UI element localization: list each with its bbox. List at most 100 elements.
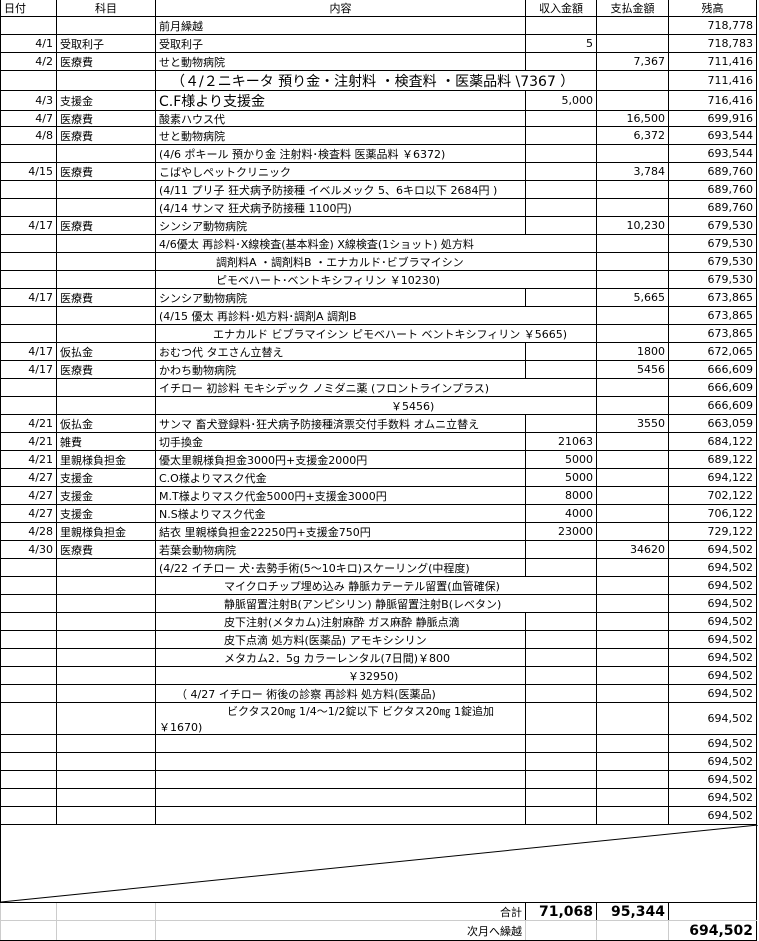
row-balance: 718,783 <box>669 35 757 52</box>
row-income <box>526 217 597 234</box>
header-category: 科目 <box>57 0 156 16</box>
row-description: (4/14 サンマ 狂犬病予防接種 1100円) <box>156 199 526 216</box>
diagonal-line <box>0 824 759 903</box>
ledger-row: 694,502 <box>0 789 757 807</box>
row-date: 4/21 <box>0 415 57 432</box>
row-date: 4/15 <box>0 163 57 180</box>
row-income <box>526 541 597 558</box>
row-balance: 729,122 <box>669 523 757 540</box>
row-payment <box>597 505 669 522</box>
row-income <box>526 111 597 126</box>
carry-balance: 694,502 <box>669 921 757 940</box>
row-income: 8000 <box>526 487 597 504</box>
row-payment <box>597 613 669 630</box>
row-balance: 673,865 <box>669 289 757 306</box>
row-payment <box>597 631 669 648</box>
row-date <box>0 807 57 824</box>
row-description: （ 4/27 イチロー 術後の診察 再診料 処方料(医薬品) <box>156 685 526 702</box>
row-payment <box>597 307 669 324</box>
row-balance: 694,502 <box>669 789 757 806</box>
row-balance: 679,530 <box>669 235 757 252</box>
row-date <box>0 577 57 594</box>
row-balance: 673,865 <box>669 307 757 324</box>
row-date <box>0 753 57 770</box>
row-description: エナカルド ビブラマイシン ピモベハート ベントキシフィリン ￥5665) <box>156 325 597 342</box>
row-income <box>526 361 597 378</box>
row-date: 4/17 <box>0 289 57 306</box>
row-balance: 699,916 <box>669 111 757 126</box>
row-date <box>0 595 57 612</box>
row-date: 4/28 <box>0 523 57 540</box>
total-date-cell <box>0 903 57 920</box>
row-payment <box>597 487 669 504</box>
row-category: 里親様負担金 <box>57 451 156 468</box>
ledger-row: ￥32950) 694,502 <box>0 667 757 685</box>
row-balance: 693,544 <box>669 145 757 162</box>
ledger-row: ￥5456) 666,609 <box>0 397 757 415</box>
row-payment <box>597 735 669 752</box>
row-balance: 694,502 <box>669 541 757 558</box>
row-payment <box>597 685 669 702</box>
row-income <box>526 771 597 788</box>
row-category: 医療費 <box>57 111 156 126</box>
row-date <box>0 771 57 788</box>
ledger-row: 4/17 医療費 シンシア動物病院 5,665 673,865 <box>0 289 757 307</box>
row-description: 皮下注射(メタカム)注射麻酔 ガス麻酔 静脈点滴 <box>156 613 526 630</box>
row-income <box>526 753 597 770</box>
row-balance: 694,502 <box>669 577 757 594</box>
row-date: 4/21 <box>0 451 57 468</box>
row-date: 4/3 <box>0 91 57 110</box>
row-balance: 694,502 <box>669 703 757 734</box>
row-category: 支援金 <box>57 505 156 522</box>
ledger-row: 4/21 雑費 切手換金 21063 684,122 <box>0 433 757 451</box>
ledger-row: 4/2 医療費 せと動物病院 7,367 711,416 <box>0 53 757 71</box>
row-payment <box>597 433 669 450</box>
ledger-row: エナカルド ビブラマイシン ピモベハート ベントキシフィリン ￥5665) 673… <box>0 325 757 343</box>
row-date <box>0 649 57 666</box>
row-category: 支援金 <box>57 487 156 504</box>
ledger-row: 調剤料A ・調剤料B ・エナカルド･ビブラマイシン 679,530 <box>0 253 757 271</box>
row-category: 雑費 <box>57 433 156 450</box>
row-income <box>526 199 597 216</box>
row-payment: 7,367 <box>597 53 669 70</box>
row-payment <box>597 91 669 110</box>
row-description: 結衣 里親様負担金22250円+支援金750円 <box>156 523 526 540</box>
row-date: 4/27 <box>0 487 57 504</box>
row-date <box>0 17 57 34</box>
row-date <box>0 789 57 806</box>
row-date <box>0 735 57 752</box>
row-description <box>156 789 526 806</box>
row-description: C.F様より支援金 <box>156 91 526 110</box>
row-balance: 711,416 <box>669 71 757 90</box>
row-description: (4/11 プリ子 狂犬病予防接種 イベルメック 5、6キロ以下 2684円 ) <box>156 181 526 198</box>
ledger-row: 4/17 医療費 シンシア動物病院 10,230 679,530 <box>0 217 757 235</box>
ledger-row: 4/17 仮払金 おむつ代 タエさん立替え 1800 672,065 <box>0 343 757 361</box>
row-income <box>526 163 597 180</box>
row-date: 4/17 <box>0 217 57 234</box>
row-payment <box>597 235 669 252</box>
row-date: 4/17 <box>0 343 57 360</box>
ledger-row: (4/14 サンマ 狂犬病予防接種 1100円) 689,760 <box>0 199 757 217</box>
row-payment: 6,372 <box>597 127 669 144</box>
ledger-row: ビクタス20㎎ 1/4～1/2錠以下 ビクタス20㎎ 1錠追加 ￥1670) 694… <box>0 703 757 735</box>
row-date <box>0 631 57 648</box>
row-payment: 1800 <box>597 343 669 360</box>
row-date <box>0 397 57 414</box>
row-description: ￥5456) <box>156 397 597 414</box>
row-payment <box>597 807 669 824</box>
row-payment <box>597 271 669 288</box>
row-description: N.S様よりマスク代金 <box>156 505 526 522</box>
ledger-row: 4/17 医療費 かわち動物病院 5456 666,609 <box>0 361 757 379</box>
row-payment <box>597 397 669 414</box>
row-description: 皮下点滴 処方料(医薬品) アモキシシリン <box>156 631 526 648</box>
row-income <box>526 559 597 576</box>
row-category <box>57 649 156 666</box>
row-category: 医療費 <box>57 53 156 70</box>
row-category: 医療費 <box>57 163 156 180</box>
row-balance: 679,530 <box>669 271 757 288</box>
row-category <box>57 685 156 702</box>
row-balance: 663,059 <box>669 415 757 432</box>
row-date <box>0 71 57 90</box>
row-payment <box>597 469 669 486</box>
